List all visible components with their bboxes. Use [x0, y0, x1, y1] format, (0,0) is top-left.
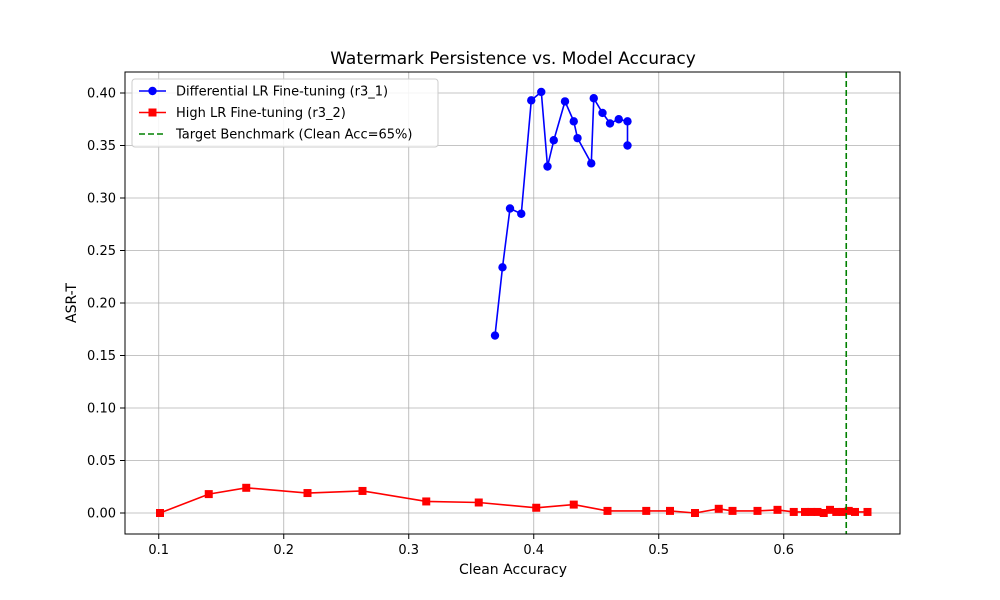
y-tick-label: 0.15	[87, 349, 116, 364]
series-1-point	[543, 162, 552, 171]
series-2-point	[826, 505, 834, 514]
series-2-point	[773, 505, 782, 514]
series-2-point	[303, 489, 312, 498]
y-tick-label: 0.30	[87, 192, 116, 207]
legend-box	[131, 78, 439, 148]
series-1-point	[623, 117, 632, 126]
y-tick-label: 0.10	[87, 402, 116, 417]
series-2-point	[532, 503, 541, 512]
series-1-point	[527, 96, 536, 105]
series-2-point	[813, 507, 822, 516]
series-1-point	[549, 136, 558, 145]
series-2-point	[569, 500, 578, 509]
series-2-point	[358, 486, 367, 495]
series-2-point	[844, 506, 853, 515]
x-tick-label: 0.4	[523, 543, 544, 558]
legend-label-2: High LR Fine-tuning (r3_2)	[176, 106, 346, 121]
y-tick-label: 0.40	[87, 87, 116, 102]
series-2-point	[789, 507, 798, 516]
series-1-point	[605, 119, 615, 128]
series-1-point	[490, 331, 500, 340]
series-2-point	[753, 506, 762, 515]
y-axis: 0.00 0.05 0.10 0.15 0.20 0.25 0.30 0.35 0.40	[87, 87, 125, 522]
series-1-point	[537, 87, 546, 97]
series-1-point	[505, 204, 515, 213]
series-2-point	[242, 483, 251, 492]
plot-area	[156, 72, 872, 534]
series-2-point	[603, 506, 612, 515]
series-2-point	[838, 507, 847, 516]
legend-marker-2	[148, 108, 157, 117]
legend-label-1: Differential LR Fine-tuning (r3_1)	[176, 85, 388, 100]
series-2-point	[728, 506, 737, 515]
x-axis: 0.1 0.2 0.3 0.4 0.5 0.6	[148, 534, 794, 558]
y-tick-label: 0.00	[87, 507, 116, 522]
series-2-point	[691, 509, 699, 517]
grid	[125, 72, 900, 534]
x-tick-label: 0.6	[773, 543, 794, 558]
series-line-1	[494, 90, 629, 336]
series-1-point	[517, 209, 526, 218]
series-2-point	[832, 507, 841, 516]
series-2-point	[863, 507, 872, 516]
series-2-point	[819, 509, 828, 517]
series-2-point	[422, 497, 431, 506]
series-1-point	[587, 159, 596, 168]
series-1-point	[573, 133, 582, 143]
y-tick-label: 0.05	[87, 454, 116, 469]
series-2-point	[851, 507, 859, 516]
x-tick-label: 0.1	[148, 543, 169, 558]
series-2-point	[642, 506, 651, 515]
series-1-point	[614, 115, 623, 124]
series-2-point	[156, 509, 164, 517]
x-axis-label: Clean Accuracy	[459, 562, 567, 578]
series-2-point	[474, 498, 483, 507]
legend-marker-1	[148, 86, 157, 96]
series-1-point	[589, 94, 598, 103]
x-tick-label: 0.5	[648, 543, 669, 558]
series-2-point	[807, 507, 816, 516]
series-1-point	[569, 117, 578, 126]
y-tick-label: 0.35	[87, 139, 116, 154]
y-axis-label: ASR-T	[64, 283, 80, 323]
series-2-point	[801, 507, 809, 516]
x-tick-label: 0.3	[398, 543, 419, 558]
series-1-point	[560, 97, 570, 106]
series-1-point	[623, 141, 632, 150]
series-1-point	[498, 263, 507, 272]
y-tick-label: 0.20	[87, 297, 116, 312]
legend-label-3: Target Benchmark (Clean Acc=65%)	[175, 128, 412, 143]
x-tick-label: 0.2	[273, 543, 294, 558]
chart-title: Watermark Persistence vs. Model Accuracy	[330, 49, 696, 69]
series-2-point	[714, 504, 723, 513]
series-2-point	[666, 506, 674, 515]
y-tick-label: 0.25	[87, 244, 116, 259]
legend: Differential LR Fine-tuning (r3_1) High L…	[131, 78, 439, 148]
series-1-point	[598, 108, 607, 118]
series-2-point	[204, 490, 213, 499]
